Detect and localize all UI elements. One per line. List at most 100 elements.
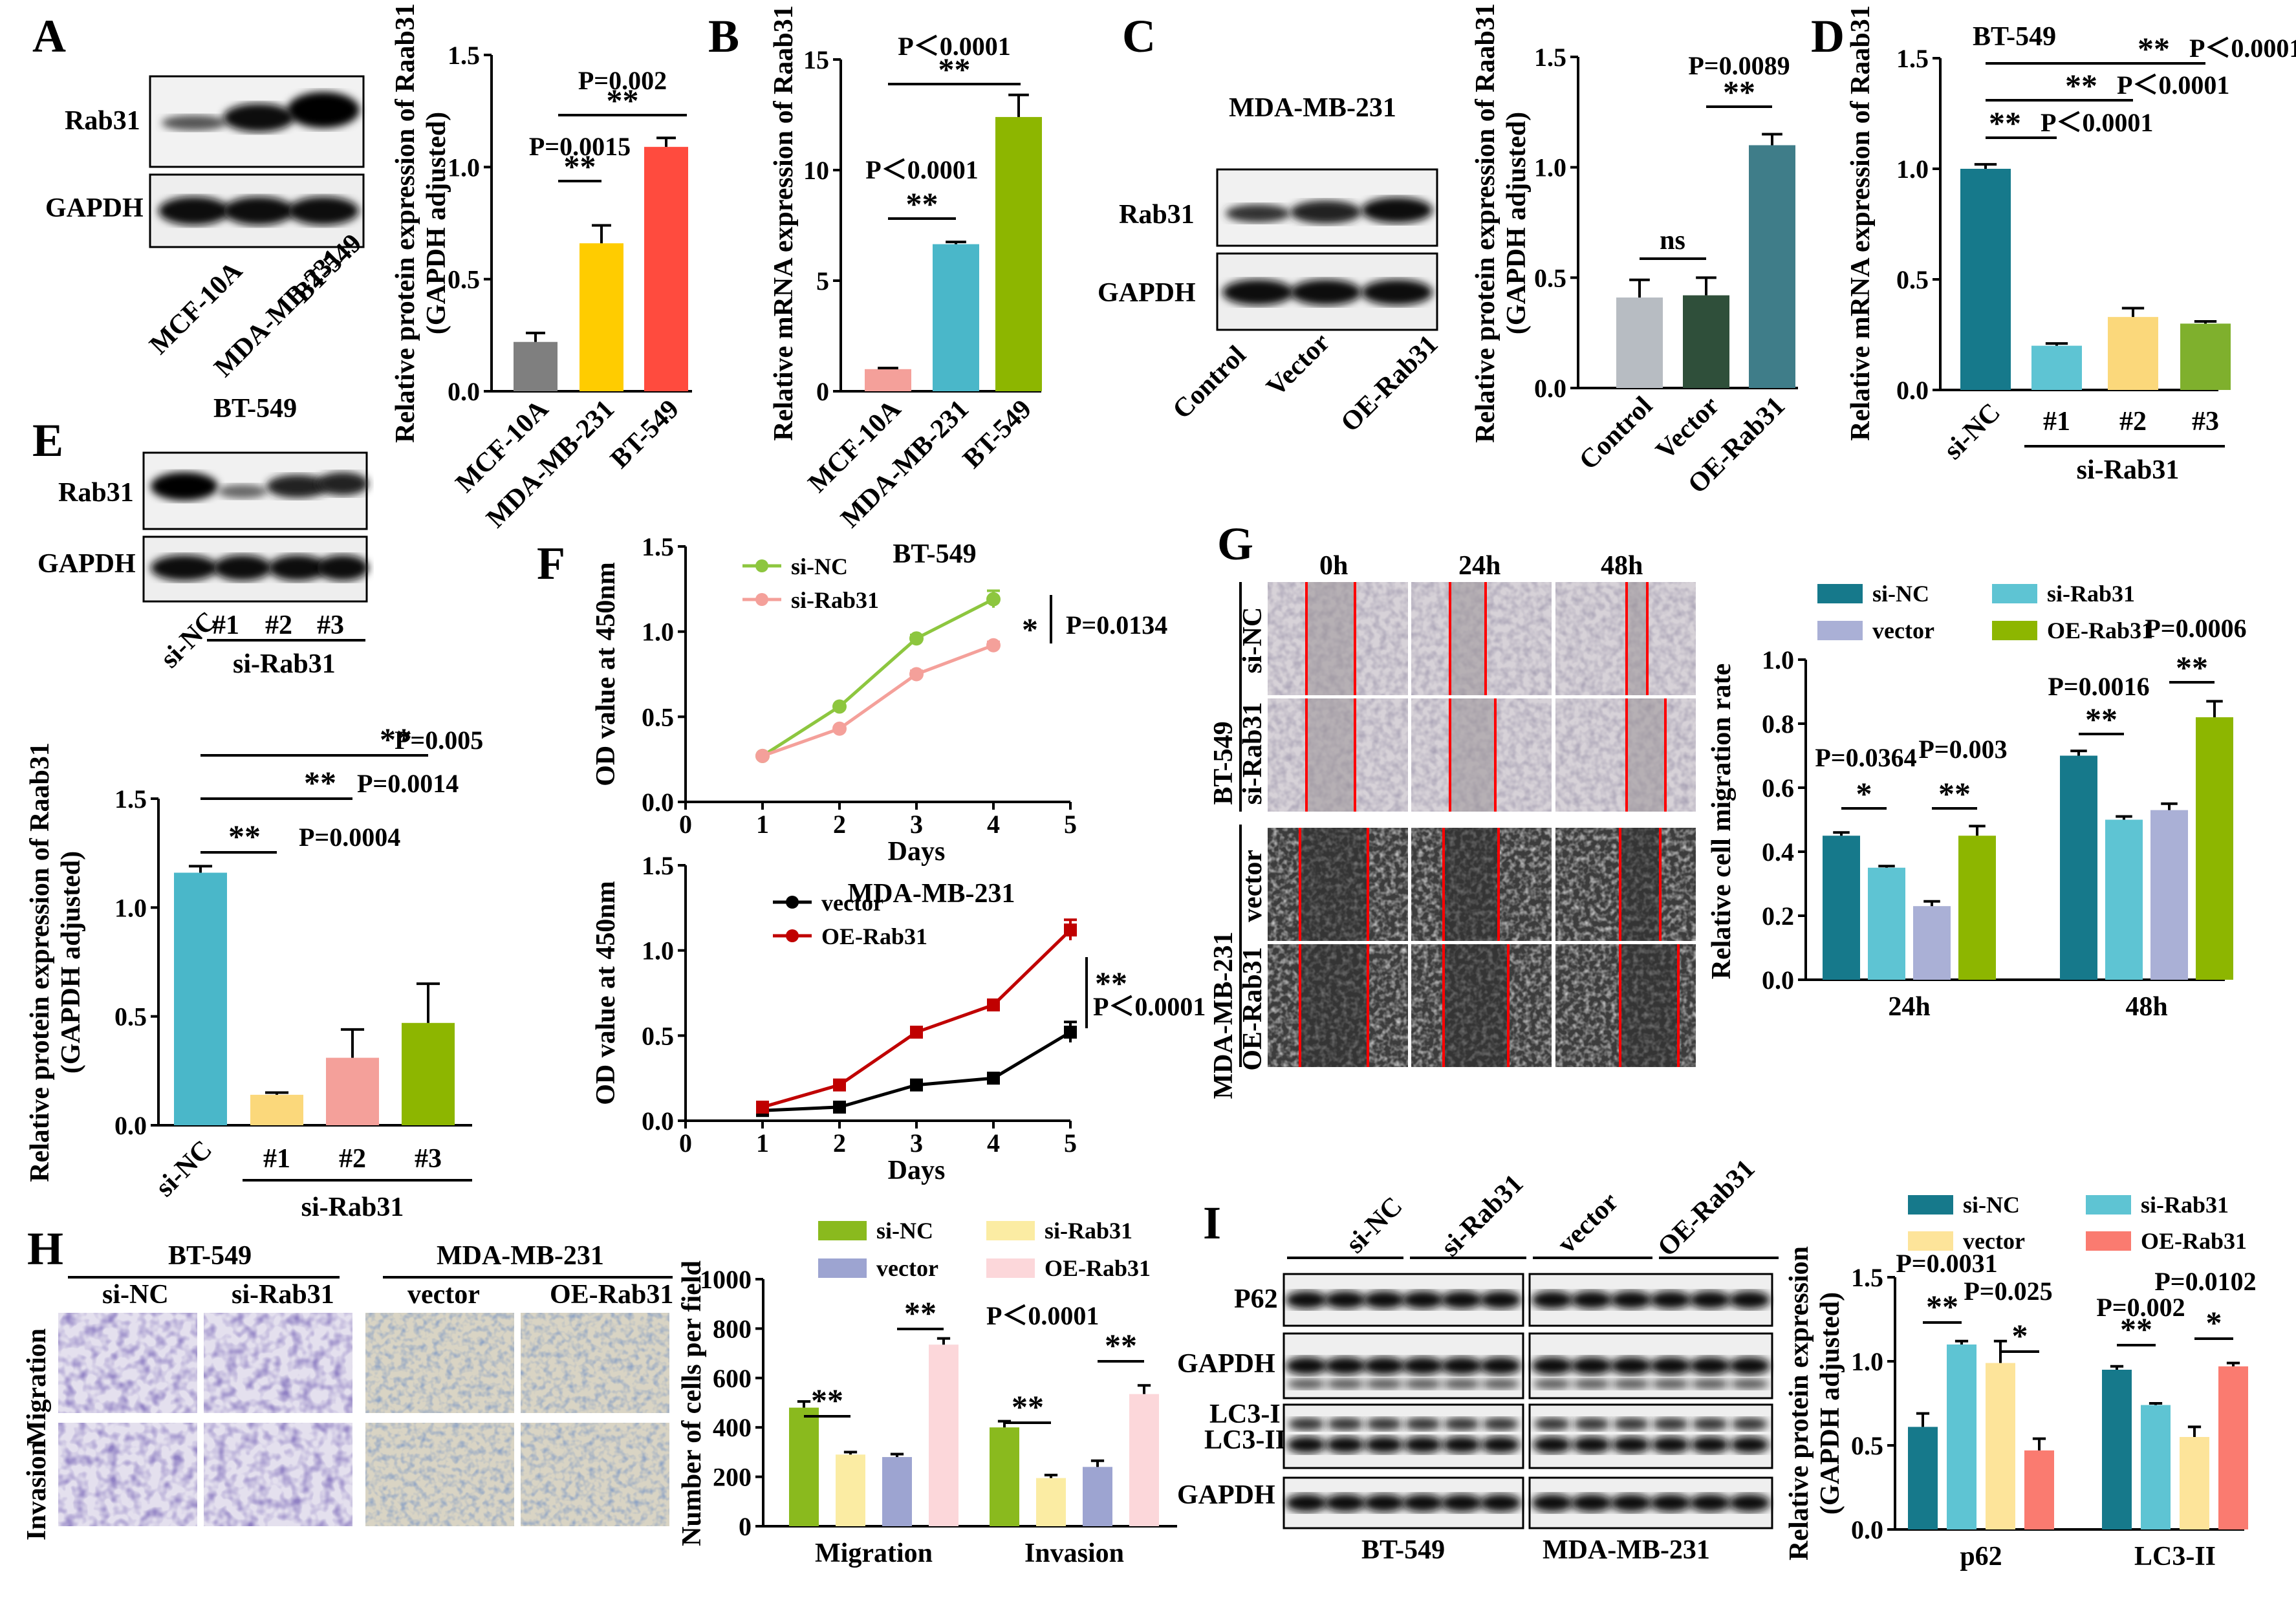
- panel-a-label: A: [32, 10, 66, 62]
- h-bar: [1036, 1478, 1066, 1526]
- panel-g-time-24h: 24h: [1458, 551, 1500, 581]
- chartF1-point: [832, 699, 847, 714]
- i-blot-band: [1363, 1291, 1405, 1309]
- panel-g-label: G: [1217, 518, 1253, 570]
- h-p-value: P＜0.0001: [986, 1301, 1099, 1330]
- i-y-tick-label: 1.5: [1851, 1263, 1883, 1292]
- panel-h: H BT-549 MDA-MB-231 si-NC si-Rab31 vecto…: [22, 1218, 1177, 1568]
- i-blot-band: [1730, 1436, 1769, 1453]
- e-sig-stars: **: [228, 818, 261, 854]
- chartF1-x-tick-label: 1: [756, 810, 769, 839]
- e-y-tick-label: 1.5: [114, 784, 147, 814]
- chartF1-x-tick-label: 5: [1064, 810, 1077, 839]
- g-bar: [2105, 819, 2143, 980]
- panel-i-row-gapdh-1: GAPDH: [1177, 1349, 1275, 1379]
- g-sig-stars: **: [1938, 775, 1971, 812]
- panel-g-wound-images: [1268, 582, 1696, 1067]
- chartF2-x-tick-label: 0: [679, 1128, 692, 1158]
- h-legend-swatch: [986, 1258, 1035, 1278]
- chartF1-x-tick-label: 2: [833, 810, 846, 839]
- panel-d: D BT-549 0.0 0.5 1.0 1.5 Relative mRNA expre…: [1811, 5, 2296, 485]
- chartF1-x-tick-label: 3: [910, 810, 923, 839]
- i-blot-band: [1650, 1357, 1691, 1375]
- i-legend-label: vector: [1963, 1228, 2025, 1254]
- panel-a-row-rab31: Rab31: [65, 106, 140, 136]
- b-y-tick-label: 15: [803, 45, 829, 74]
- panel-i-row-lc3ii: LC3-II: [1204, 1425, 1286, 1455]
- c-p-value: P=0.0089: [1688, 51, 1790, 80]
- i-legend-label: si-NC: [1963, 1192, 2020, 1218]
- g-wound-gap: [1306, 582, 1355, 695]
- g-p-value: P=0.0016: [2048, 672, 2149, 701]
- i-blot-band: [1574, 1418, 1610, 1431]
- chartF2-x-tick-label: 1: [756, 1128, 769, 1158]
- c-y-label: (GAPDH adjusted): [1502, 112, 1532, 334]
- h-y-label: Number of cells per field: [677, 1260, 707, 1546]
- i-blot-band: [1325, 1357, 1366, 1375]
- chartF2-point: [987, 998, 1000, 1011]
- h-sig-stars: **: [811, 1382, 843, 1418]
- chartF2-point: [910, 1026, 923, 1039]
- e-bar: [402, 1022, 455, 1125]
- i-bar: [2218, 1366, 2248, 1529]
- panel-g-cond-4: OE-Rab31: [1238, 947, 1268, 1070]
- i-blot-band: [1286, 1494, 1327, 1512]
- d-sig-stars: **: [2138, 30, 2170, 67]
- panel-h-cond-2: si-Rab31: [232, 1280, 334, 1310]
- i-blot-band: [1572, 1436, 1611, 1453]
- g-legend-swatch: [1817, 621, 1863, 640]
- g-y-tick-label: 0.4: [1762, 837, 1794, 867]
- d-x-tick-label: si-NC: [1938, 398, 2006, 466]
- g-wound-gap: [1300, 828, 1368, 941]
- c-bar: [1749, 145, 1795, 389]
- i-legend-swatch: [1908, 1195, 1953, 1215]
- e-y-label: (GAPDH adjusted): [56, 851, 86, 1074]
- i-blot-band: [1403, 1379, 1442, 1389]
- i-blot-band: [1534, 1418, 1570, 1431]
- i-bar: [1908, 1427, 1938, 1529]
- chartF1-point: [755, 748, 770, 763]
- i-y-label: (GAPDH adjusted): [1815, 1292, 1845, 1515]
- chartF2-x-label: Days: [888, 1156, 946, 1185]
- g-y-tick-label: 1.0: [1762, 645, 1794, 675]
- d-y-tick-label: 1.5: [1896, 44, 1929, 73]
- g-wound-gap: [1444, 828, 1499, 941]
- h-bar: [882, 1457, 912, 1526]
- i-x-tick-label: LC3-II: [2134, 1542, 2216, 1571]
- i-blot-band: [1729, 1357, 1770, 1375]
- chartF2-point: [833, 1100, 846, 1114]
- chartF1-legend-label: si-Rab31: [791, 587, 879, 613]
- i-legend-swatch: [1908, 1231, 1953, 1251]
- panel-i-row-gapdh-2: GAPDH: [1177, 1480, 1275, 1510]
- e-sig-stars: **: [304, 764, 336, 801]
- g-wound-gap: [1444, 944, 1508, 1067]
- g-legend-swatch: [1992, 584, 2037, 603]
- g-legend-label: si-Rab31: [2047, 581, 2135, 607]
- b-y-label: Relative mRNA expression of Raab31: [769, 5, 799, 441]
- i-blot-band: [1287, 1436, 1326, 1453]
- e-y-tick-label: 0.0: [114, 1111, 147, 1140]
- i-blot-band: [1480, 1291, 1521, 1309]
- c-sig-stars: **: [1723, 74, 1755, 110]
- c-bar: [1683, 295, 1729, 388]
- g-sig-stars: **: [2176, 649, 2208, 686]
- i-blot-band: [1652, 1418, 1689, 1431]
- g-wound-gap: [1620, 944, 1678, 1067]
- h-bar: [990, 1427, 1019, 1526]
- i-y-tick-label: 0.5: [1851, 1431, 1883, 1460]
- i-blot-band: [1612, 1379, 1651, 1389]
- b-bar: [995, 116, 1042, 392]
- panel-c-label: C: [1122, 10, 1156, 62]
- g-legend-swatch: [1992, 621, 2037, 640]
- h-transwell-texture: [58, 1423, 197, 1526]
- b-p-value: P＜0.0001: [898, 32, 1010, 61]
- i-blot-band: [1441, 1494, 1482, 1512]
- h-bar: [836, 1454, 865, 1526]
- chartF2-y-tick-label: 0.5: [642, 1021, 674, 1050]
- d-x-tick-label: #2: [2119, 407, 2147, 437]
- g-bar: [2150, 810, 2188, 980]
- i-p-value: P=0.025: [1964, 1277, 2052, 1306]
- panel-c-row-rab31: Rab31: [1119, 200, 1195, 230]
- b-y-tick-label: 5: [816, 266, 829, 296]
- g-bar: [1958, 836, 1996, 980]
